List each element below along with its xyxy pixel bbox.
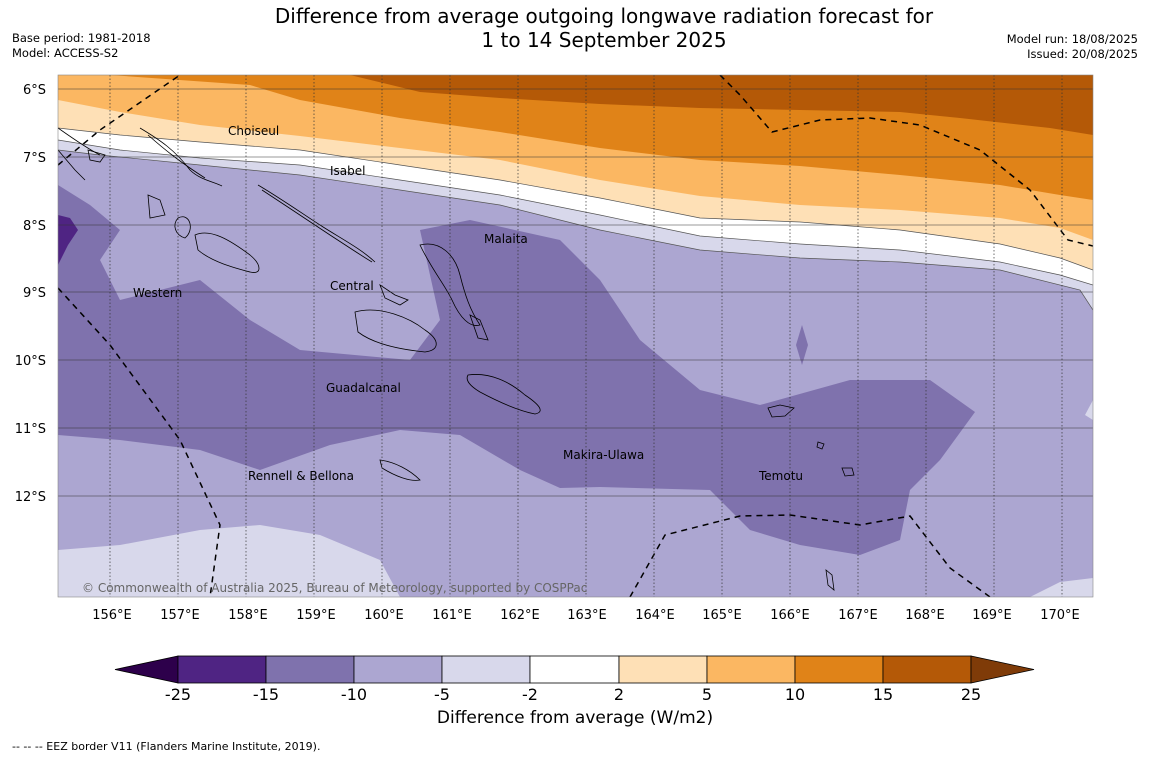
colorbar-segment <box>353 655 443 684</box>
band-minus15-to-minus10 <box>58 185 975 555</box>
map-frame <box>57 74 1094 598</box>
lat-gridlines <box>58 88 1093 497</box>
lon-label: 165°E <box>702 608 742 623</box>
gridlines <box>109 75 1063 597</box>
lon-label: 170°E <box>1040 608 1080 623</box>
band-minus25-to-minus15 <box>58 215 78 265</box>
lat-label: 8°S <box>23 219 46 234</box>
colorbar-title: Difference from average (W/m2) <box>436 708 714 728</box>
model-info: Base period: 1981-2018 Model: ACCESS-S2 <box>12 31 151 61</box>
colorbar: -25 -15 -10 -5 -2 2 5 10 15 25 <box>114 655 1035 704</box>
lon-label: 162°E <box>500 608 540 623</box>
colorbar-tick: -2 <box>522 685 538 704</box>
region-label: Choiseul <box>228 124 279 138</box>
issued-date: Issued: 20/08/2025 <box>1027 47 1138 61</box>
lon-label: 160°E <box>364 608 404 623</box>
band-minus5-to-minus2-se <box>1030 578 1093 597</box>
band-minus15-to-minus10-spot <box>796 325 808 365</box>
colorbar-tick: -10 <box>341 685 367 704</box>
lon-label: 168°E <box>905 608 945 623</box>
lon-label: 157°E <box>160 608 200 623</box>
colorbar-segment <box>441 655 531 684</box>
title-line-2: 1 to 14 September 2025 <box>481 28 727 52</box>
region-label: Isabel <box>330 164 365 178</box>
colorbar-segment <box>529 655 620 684</box>
lat-label: 6°S <box>23 83 46 98</box>
lon-label: 167°E <box>838 608 878 623</box>
colorbar-tick: -15 <box>253 685 279 704</box>
lon-label: 169°E <box>972 608 1012 623</box>
colorbar-tick: 5 <box>702 685 712 704</box>
region-label: Central <box>330 279 374 293</box>
region-label: Western <box>133 286 182 300</box>
colorbar-tick: 2 <box>614 685 624 704</box>
run-info: Model run: 18/08/2025 Issued: 20/08/2025 <box>1007 32 1138 62</box>
lon-label: 164°E <box>635 608 675 623</box>
lat-label: 12°S <box>15 490 46 505</box>
region-label: Guadalcanal <box>326 381 401 395</box>
lon-label: 156°E <box>92 608 132 623</box>
region-label: Malaita <box>484 232 528 246</box>
colorbar-segment <box>882 655 972 684</box>
lon-label: 159°E <box>296 608 336 623</box>
title-line-1: Difference from average outgoing longwav… <box>274 4 934 28</box>
colorbar-segment <box>794 655 884 684</box>
colorbar-tick: 10 <box>785 685 805 704</box>
region-label: Makira-Ulawa <box>563 448 644 462</box>
colorbar-extend-under <box>114 655 179 684</box>
colorbar-extend-over <box>970 655 1035 684</box>
band-minus5-to-minus2-south <box>58 525 400 597</box>
colorbar-tick: -25 <box>165 685 191 704</box>
lat-label: 11°S <box>15 422 46 437</box>
base-period: Base period: 1981-2018 <box>12 31 151 45</box>
lon-label: 158°E <box>228 608 268 623</box>
colorbar-segment <box>265 655 355 684</box>
model-run: Model run: 18/08/2025 <box>1006 32 1138 46</box>
colorbar-tick: -5 <box>434 685 450 704</box>
lon-label: 163°E <box>567 608 607 623</box>
map-area: Choiseul Isabel Malaita Western Central … <box>58 75 1093 597</box>
colorbar-segment <box>618 655 708 684</box>
coastlines <box>58 127 855 591</box>
colorbar-segment <box>177 655 267 684</box>
region-label: Temotu <box>758 469 803 483</box>
region-labels: Choiseul Isabel Malaita Western Central … <box>133 124 803 483</box>
lat-label: 7°S <box>23 151 46 166</box>
lon-labels: 156°E 157°E 158°E 159°E 160°E 161°E 162°… <box>92 608 1080 623</box>
colorbar-tick: 15 <box>873 685 893 704</box>
model-name: Model: ACCESS-S2 <box>12 46 119 60</box>
contour-lines <box>58 127 1093 311</box>
chart-title: Difference from average outgoing longwav… <box>200 4 1008 52</box>
copyright-notice: © Commonwealth of Australia 2025, Bureau… <box>82 581 587 595</box>
colorbar-tick: 25 <box>961 685 981 704</box>
band-15-to-25 <box>350 75 1093 135</box>
eez-borders <box>58 75 1093 597</box>
region-label: Rennell & Bellona <box>248 469 354 483</box>
colorbar-ticks: -25 -15 -10 -5 -2 2 5 10 15 25 <box>165 685 981 704</box>
colorbar-segment <box>706 655 796 684</box>
lon-label: 161°E <box>432 608 472 623</box>
lat-label: 10°S <box>15 354 46 369</box>
lat-label: 9°S <box>23 286 46 301</box>
band-minus5-to-minus2-east <box>1085 400 1093 420</box>
lon-label: 166°E <box>770 608 810 623</box>
lat-labels: 6°S 7°S 8°S 9°S 10°S 11°S 12°S <box>15 83 46 505</box>
eez-legend-note: -- -- -- EEZ border V11 (Flanders Marine… <box>12 740 321 753</box>
